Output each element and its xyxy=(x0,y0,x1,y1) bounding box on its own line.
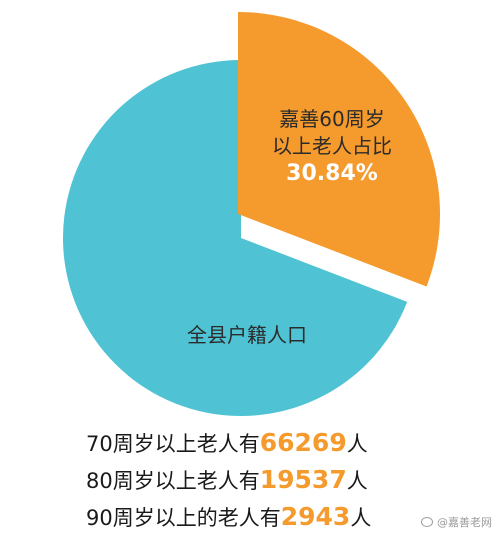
watermark: @嘉善老网 xyxy=(421,514,492,530)
stat-number: 2943 xyxy=(280,502,351,531)
slice-label: 全县户籍人口 xyxy=(187,323,307,347)
slice-label: 嘉善60周岁 xyxy=(279,107,384,131)
stat-suffix: 人 xyxy=(346,469,368,493)
stat-number: 19537 xyxy=(259,465,347,494)
stat-line-70: 70周岁以上老人有66269人 xyxy=(86,424,500,461)
stat-suffix: 人 xyxy=(346,432,368,456)
weibo-icon xyxy=(421,517,433,527)
stat-prefix: 80周岁以上老人有 xyxy=(86,469,260,493)
watermark-text: @嘉善老网 xyxy=(437,516,492,529)
stat-suffix: 人 xyxy=(350,506,372,530)
stat-line-90: 90周岁以上的老人有2943人 xyxy=(86,498,500,535)
pie-slice-1 xyxy=(63,60,408,416)
stats-list: 70周岁以上老人有66269人 80周岁以上老人有19537人 90周岁以上的老… xyxy=(86,424,500,535)
stat-prefix: 90周岁以上的老人有 xyxy=(86,506,281,530)
slice-label: 以上老人占比 xyxy=(272,134,392,158)
stat-prefix: 70周岁以上老人有 xyxy=(86,432,260,456)
pie-slice-0 xyxy=(238,12,440,287)
slice-percent-label: 30.84% xyxy=(286,161,378,186)
stat-number: 66269 xyxy=(259,428,347,457)
stat-line-80: 80周岁以上老人有19537人 xyxy=(86,461,500,498)
